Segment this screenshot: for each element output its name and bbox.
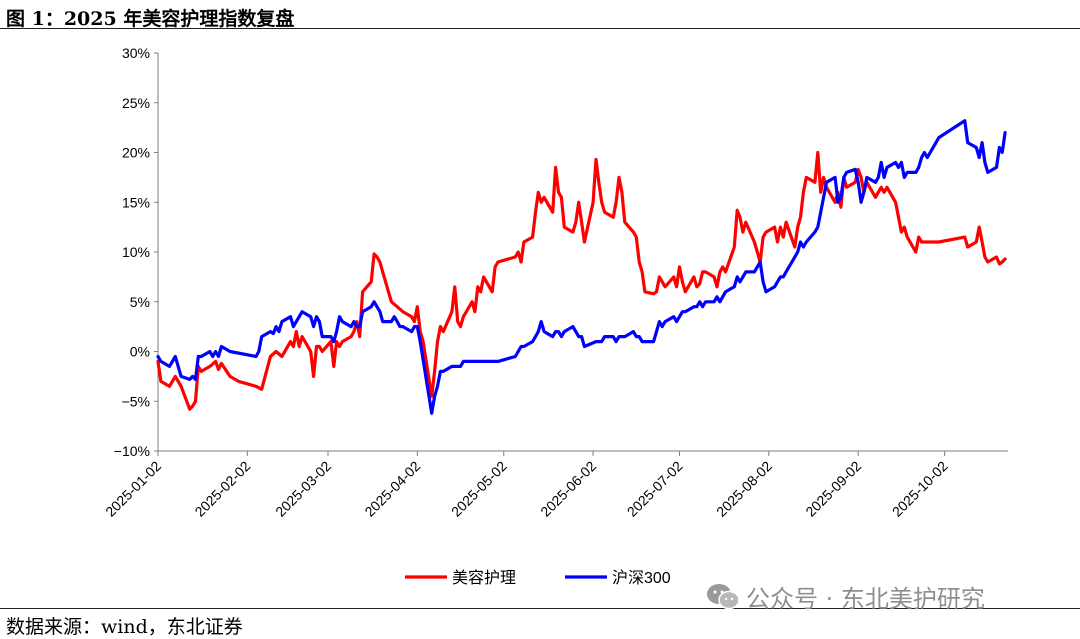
top-rule <box>0 28 1080 29</box>
y-tick-label: 25% <box>122 95 150 111</box>
x-tick-label: 2025-01-02 <box>102 458 164 520</box>
x-tick-label: 2025-05-02 <box>448 458 510 520</box>
bottom-rule <box>0 608 1080 609</box>
x-tick-label: 2025-04-02 <box>361 458 423 520</box>
y-tick-label: 15% <box>122 194 150 210</box>
source-note: 数据来源：wind，东北证券 <box>6 616 243 638</box>
legend-label-1: 美容护理 <box>452 569 516 587</box>
x-tick-label: 2025-03-02 <box>272 458 334 520</box>
x-tick-label: 2025-07-02 <box>624 458 686 520</box>
x-tick-label: 2025-08-02 <box>713 458 775 520</box>
y-tick-label: 30% <box>122 45 150 61</box>
x-tick-label: 2025-10-02 <box>889 458 951 520</box>
chart-axes: −10% −5% 0% 5% 10% 15% 20% 25% 30% 2025-01-02 2025… <box>102 45 1008 520</box>
x-tick-label: 2025-02-02 <box>191 458 253 520</box>
series-line-1 <box>156 150 1007 411</box>
watermark: 公众号 · 东北美护研究 <box>706 579 985 614</box>
legend-label-2: 沪深300 <box>612 569 671 587</box>
y-tick-label: −5% <box>122 393 150 409</box>
chart-legend: 美容护理 沪深300 <box>405 569 671 587</box>
series-line-2 <box>156 119 1007 415</box>
chart-series <box>156 119 1007 415</box>
figure-title: 图 1：2025 年美容护理指数复盘 <box>6 8 295 30</box>
y-tick-label: −10% <box>114 443 150 459</box>
y-tick-label: 10% <box>122 244 150 260</box>
y-tick-label: 20% <box>122 145 150 161</box>
line-chart: −10% −5% 0% 5% 10% 15% 20% 25% 30% 2025-01-02 2025… <box>102 45 1008 587</box>
y-tick-label: 5% <box>130 294 150 310</box>
y-tick-label: 0% <box>130 344 150 360</box>
watermark-text: 公众号 · 东北美护研究 <box>746 585 985 613</box>
wechat-icon <box>707 583 740 609</box>
x-tick-label: 2025-06-02 <box>537 458 599 520</box>
x-tick-label: 2025-09-02 <box>802 458 864 520</box>
